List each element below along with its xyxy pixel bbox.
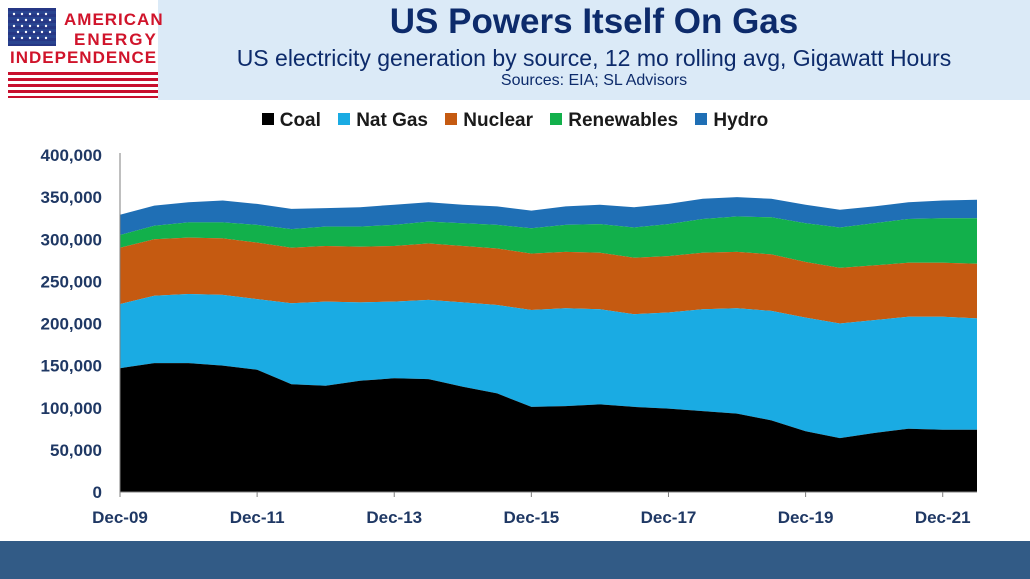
y-tick-label: 350,000: [41, 188, 102, 207]
legend-label-nat-gas: Nat Gas: [356, 110, 428, 131]
us-flag-icon: [8, 8, 56, 46]
x-tick-label: Dec-17: [641, 508, 697, 527]
legend-swatch-coal: [261, 113, 274, 125]
legend-swatch-hydro: [695, 113, 708, 125]
x-tick-label: Dec-19: [778, 508, 834, 527]
y-tick-label: 200,000: [41, 315, 102, 334]
legend-item-coal: Coal: [261, 110, 321, 132]
legend-swatch-nuclear: [445, 113, 458, 125]
area-hydro: [120, 197, 977, 235]
area-coal: [120, 363, 977, 492]
x-tick-label: Dec-21: [915, 508, 971, 527]
logo-stripes: [8, 72, 158, 98]
chart-sources: Sources: EIA; SL Advisors: [500, 72, 688, 89]
legend-item-renewables: Renewables: [550, 110, 678, 132]
footer-bar: [0, 541, 1030, 579]
logo-text-energy: ENERGY: [74, 30, 158, 49]
american-energy-independence-logo: AMERICAN ENERGY INDEPENDENCE: [4, 4, 163, 98]
chart-title: US Powers Itself On Gas: [389, 2, 799, 41]
logo-text-american: AMERICAN: [64, 10, 164, 29]
y-tick-label: 300,000: [41, 230, 102, 249]
area-nat-gas: [120, 294, 977, 439]
legend-label-coal: Coal: [279, 110, 321, 131]
stacked-area-chart: 0 50,000 100,000 150,000 200,000 250,000 300,0…: [41, 146, 977, 527]
legend-item-nat-gas: Nat Gas: [338, 110, 428, 132]
y-tick-label: 100,000: [41, 399, 102, 418]
y-tick-label: 0: [93, 483, 102, 502]
header-band: [158, 0, 1030, 100]
legend-label-hydro: Hydro: [713, 110, 769, 131]
x-tick-label: Dec-13: [366, 508, 422, 527]
y-tick-label: 150,000: [41, 357, 102, 376]
area-nuclear: [120, 237, 977, 324]
y-tick-label: 50,000: [50, 441, 102, 460]
y-tick-label: 400,000: [41, 146, 102, 165]
x-tick-label: Dec-11: [230, 508, 285, 527]
chart-legend: Coal Nat Gas Nuclear Renewables Hydro: [0, 110, 1030, 132]
legend-swatch-nat-gas: [338, 113, 351, 125]
x-tick-label: Dec-09: [92, 508, 148, 527]
chart-subtitle: US electricity generation by source, 12 …: [236, 45, 952, 71]
legend-label-nuclear: Nuclear: [463, 110, 533, 131]
x-tick-label: Dec-15: [503, 508, 559, 527]
legend-label-renewables: Renewables: [568, 110, 679, 131]
area-renewables: [120, 216, 977, 268]
y-tick-label: 250,000: [41, 272, 102, 291]
logo-text-independence: INDEPENDENCE: [10, 48, 158, 67]
legend-item-nuclear: Nuclear: [445, 110, 533, 132]
legend-item-hydro: Hydro: [695, 110, 768, 132]
legend-swatch-renewables: [550, 113, 563, 125]
